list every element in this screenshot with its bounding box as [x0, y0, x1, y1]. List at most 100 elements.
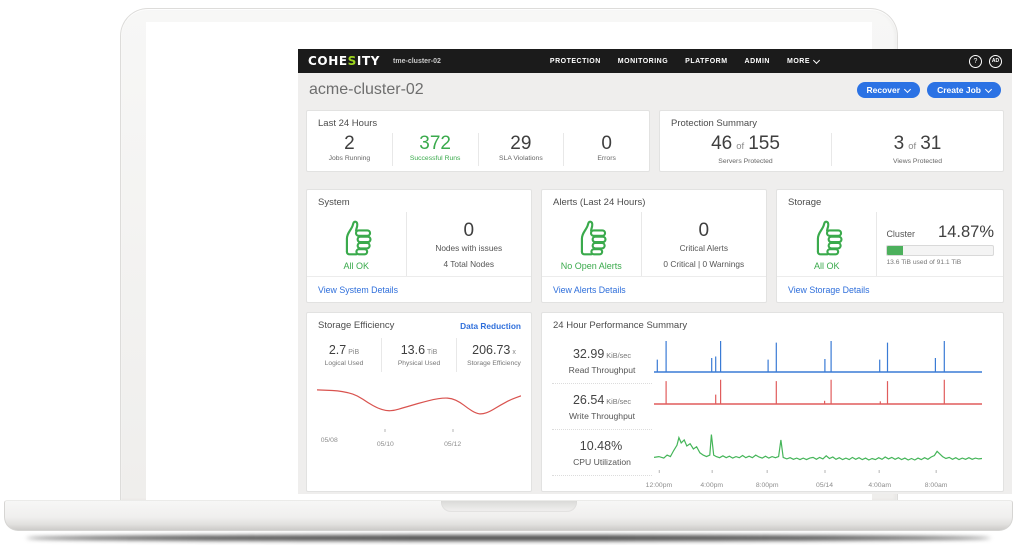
- laptop-screen-bezel: COHESITY tme-cluster-02 PROTECTION MONIT…: [120, 8, 1012, 500]
- card-title: Storage: [788, 197, 822, 208]
- stat-label: Views Protected: [893, 158, 942, 165]
- stat-sla-violations: 29 SLA Violations: [477, 133, 564, 166]
- chevron-down-icon: [904, 85, 912, 94]
- system-body: All OK 0 Nodes with issues 4 Total Nodes: [307, 212, 531, 276]
- read-throughput-chart: [654, 339, 982, 373]
- view-system-details-link[interactable]: View System Details: [318, 284, 399, 295]
- storage-efficiency-card: Storage Efficiency Data Reduction 2.7 PiB…: [306, 312, 532, 492]
- laptop-base: [4, 500, 1013, 531]
- last24-stats: 2 Jobs Running 372 Successful Runs 29 SL…: [307, 133, 649, 166]
- storage-usage-text: 13.6 TiB used of 91.1 TiB: [886, 258, 962, 266]
- user-avatar[interactable]: AD: [989, 54, 1002, 68]
- view-storage-details-link[interactable]: View Storage Details: [788, 284, 870, 295]
- thumbs-up-icon: [337, 218, 375, 256]
- help-icon[interactable]: ?: [969, 54, 982, 68]
- title-bar: acme-cluster-02 Recover Create Job: [298, 73, 1012, 107]
- nodes-with-issues-label: Nodes with issues: [435, 242, 503, 253]
- storage-efficiency-chart: [316, 383, 522, 427]
- stat-label: Read Throughput: [568, 365, 636, 375]
- stat-value: 26.54 KiB/sec: [572, 393, 632, 407]
- cohesity-logo[interactable]: COHESITY: [308, 54, 380, 68]
- stat-cpu-utilization: 10.48% CPU Utilization: [552, 430, 652, 476]
- cluster-label: Cluster: [886, 228, 915, 239]
- storage-status: All OK: [777, 212, 878, 276]
- alerts-status: No Open Alerts: [542, 212, 642, 276]
- stat-logical-used: 2.7 PiB Logical Used: [307, 338, 381, 372]
- storage-usage-fill: [887, 245, 904, 255]
- write-throughput-chart: [654, 375, 982, 405]
- chevron-down-icon: [812, 56, 821, 64]
- alerts-details: 0 Critical Alerts 0 Critical | 0 Warning…: [642, 212, 766, 276]
- cpu-utilization-chart: [653, 429, 983, 469]
- nav-item-more-label: MORE: [787, 57, 810, 65]
- card-footer: View Storage Details: [777, 276, 1003, 302]
- performance-x-axis: 12:00pm 4:00pm 8:00pm 05/14 4:00am 8:00am: [646, 470, 982, 489]
- card-title: Alerts (Last 24 Hours): [553, 197, 646, 208]
- data-reduction-link[interactable]: Data Reduction: [460, 321, 521, 331]
- critical-alerts-value: 0: [698, 219, 710, 241]
- stat-label: Storage Efficiency: [467, 360, 521, 367]
- nav-item-platform[interactable]: PLATFORM: [685, 57, 728, 65]
- thumbs-up-icon: [808, 218, 846, 256]
- stat-write-throughput: 26.54 KiB/sec Write Throughput: [552, 384, 652, 430]
- stat-value: 10.48%: [579, 439, 623, 453]
- stat-value: 0: [601, 133, 612, 154]
- stat-successful-runs: 372 Successful Runs: [391, 133, 478, 166]
- nav-cluster-name: tme-cluster-02: [393, 57, 441, 65]
- cluster-usage-row: Cluster 14.87%: [886, 223, 994, 242]
- storage-body: All OK Cluster 14.87% 13.6 TiB used of 9…: [777, 212, 1003, 276]
- thumbs-up-icon: [572, 218, 610, 256]
- stat-storage-efficiency: 206.73 x Storage Efficiency: [456, 338, 531, 372]
- logo-text: ITY: [356, 54, 381, 68]
- logo-green-s: S: [347, 54, 357, 68]
- card-title: 24 Hour Performance Summary: [553, 320, 688, 331]
- card-title: Last 24 Hours: [318, 118, 378, 129]
- stat-label: CPU Utilization: [573, 457, 631, 467]
- stat-jobs-running: 2 Jobs Running: [307, 133, 392, 166]
- stat-value: 206.73 x: [472, 343, 516, 357]
- recover-button[interactable]: Recover: [856, 82, 921, 98]
- performance-summary-card: 24 Hour Performance Summary 32.99 KiB/sec…: [541, 312, 1004, 492]
- protection-summary-card: Protection Summary 46 of 155 Servers Prote…: [659, 110, 1004, 172]
- top-nav-bar: COHESITY tme-cluster-02 PROTECTION MONIT…: [298, 49, 1012, 73]
- logo-text: COHE: [308, 54, 348, 68]
- create-job-button[interactable]: Create Job: [927, 82, 1001, 98]
- system-card: System All OK 0 Nodes with issues 4 Tota…: [306, 189, 532, 303]
- status-text: All OK: [343, 260, 370, 271]
- nav-item-more[interactable]: MORE: [787, 56, 821, 65]
- view-alerts-details-link[interactable]: View Alerts Details: [553, 284, 626, 295]
- nav-icons: ? AD: [969, 54, 1002, 68]
- stat-value: 32.99 KiB/sec: [572, 347, 632, 361]
- chevron-down-icon: [984, 85, 993, 94]
- stat-errors: 0 Errors: [563, 133, 649, 166]
- alerts-body: No Open Alerts 0 Critical Alerts 0 Criti…: [542, 212, 766, 276]
- nav-items: PROTECTION MONITORING PLATFORM ADMIN MOR…: [549, 56, 821, 65]
- card-footer: View Alerts Details: [542, 276, 766, 302]
- stat-value: 46 of 155: [711, 133, 780, 154]
- critical-alerts-label: Critical Alerts: [679, 242, 728, 253]
- storage-efficiency-x-axis: 05/08 05/10 05/12: [317, 429, 521, 448]
- nav-item-admin[interactable]: ADMIN: [744, 57, 770, 65]
- nav-item-protection[interactable]: PROTECTION: [549, 57, 601, 65]
- stat-label: Jobs Running: [328, 155, 371, 162]
- last-24-hours-card: Last 24 Hours 2 Jobs Running 372 Success…: [306, 110, 650, 172]
- stat-value: 13.6 TiB: [400, 343, 438, 357]
- alerts-card: Alerts (Last 24 Hours) No Open Alerts 0 …: [541, 189, 767, 303]
- stat-label: Logical Used: [324, 360, 364, 367]
- stat-label: Errors: [597, 155, 616, 162]
- stat-physical-used: 13.6 TiB Physical Used: [381, 338, 456, 372]
- stat-read-throughput: 32.99 KiB/sec Read Throughput: [552, 338, 652, 384]
- performance-stats: 32.99 KiB/sec Read Throughput 26.54 KiB/se…: [552, 338, 652, 476]
- system-status: All OK: [307, 212, 407, 276]
- nav-item-monitoring[interactable]: MONITORING: [617, 57, 669, 65]
- stat-value: 2: [344, 133, 355, 154]
- laptop-screen: COHESITY tme-cluster-02 PROTECTION MONIT…: [146, 22, 1012, 500]
- stat-value: 2.7 PiB: [328, 343, 360, 357]
- nodes-with-issues-value: 0: [463, 219, 475, 241]
- cluster-percent: 14.87%: [938, 222, 994, 241]
- page-title: acme-cluster-02: [309, 81, 424, 98]
- stat-value: 372: [419, 133, 451, 154]
- card-footer: View System Details: [307, 276, 531, 302]
- card-title: Protection Summary: [671, 118, 758, 129]
